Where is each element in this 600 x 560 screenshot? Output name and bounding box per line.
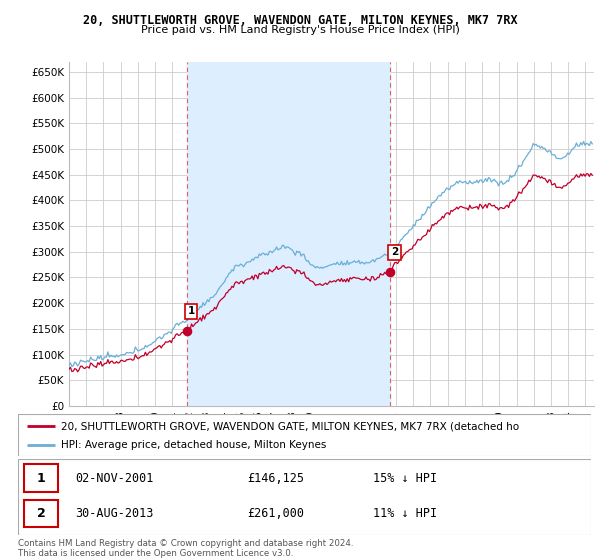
Text: 02-NOV-2001: 02-NOV-2001 <box>76 472 154 484</box>
Point <box>182 326 191 335</box>
Text: 1: 1 <box>187 306 194 316</box>
Bar <box>24 500 58 528</box>
Text: £261,000: £261,000 <box>247 507 304 520</box>
Bar <box>187 62 390 406</box>
Text: £146,125: £146,125 <box>247 472 304 484</box>
Text: 1: 1 <box>37 472 45 484</box>
Text: 20, SHUTTLEWORTH GROVE, WAVENDON GATE, MILTON KEYNES, MK7 7RX: 20, SHUTTLEWORTH GROVE, WAVENDON GATE, M… <box>83 14 517 27</box>
Text: Price paid vs. HM Land Registry's House Price Index (HPI): Price paid vs. HM Land Registry's House … <box>140 25 460 35</box>
Text: Contains HM Land Registry data © Crown copyright and database right 2024.
This d: Contains HM Land Registry data © Crown c… <box>18 539 353 558</box>
Point <box>385 267 395 276</box>
Text: 11% ↓ HPI: 11% ↓ HPI <box>373 507 437 520</box>
Text: 15% ↓ HPI: 15% ↓ HPI <box>373 472 437 484</box>
Text: 30-AUG-2013: 30-AUG-2013 <box>76 507 154 520</box>
Text: HPI: Average price, detached house, Milton Keynes: HPI: Average price, detached house, Milt… <box>61 441 326 450</box>
Text: 2: 2 <box>391 248 398 258</box>
Bar <box>24 464 58 492</box>
Text: 20, SHUTTLEWORTH GROVE, WAVENDON GATE, MILTON KEYNES, MK7 7RX (detached ho: 20, SHUTTLEWORTH GROVE, WAVENDON GATE, M… <box>61 421 519 431</box>
Text: 2: 2 <box>37 507 45 520</box>
